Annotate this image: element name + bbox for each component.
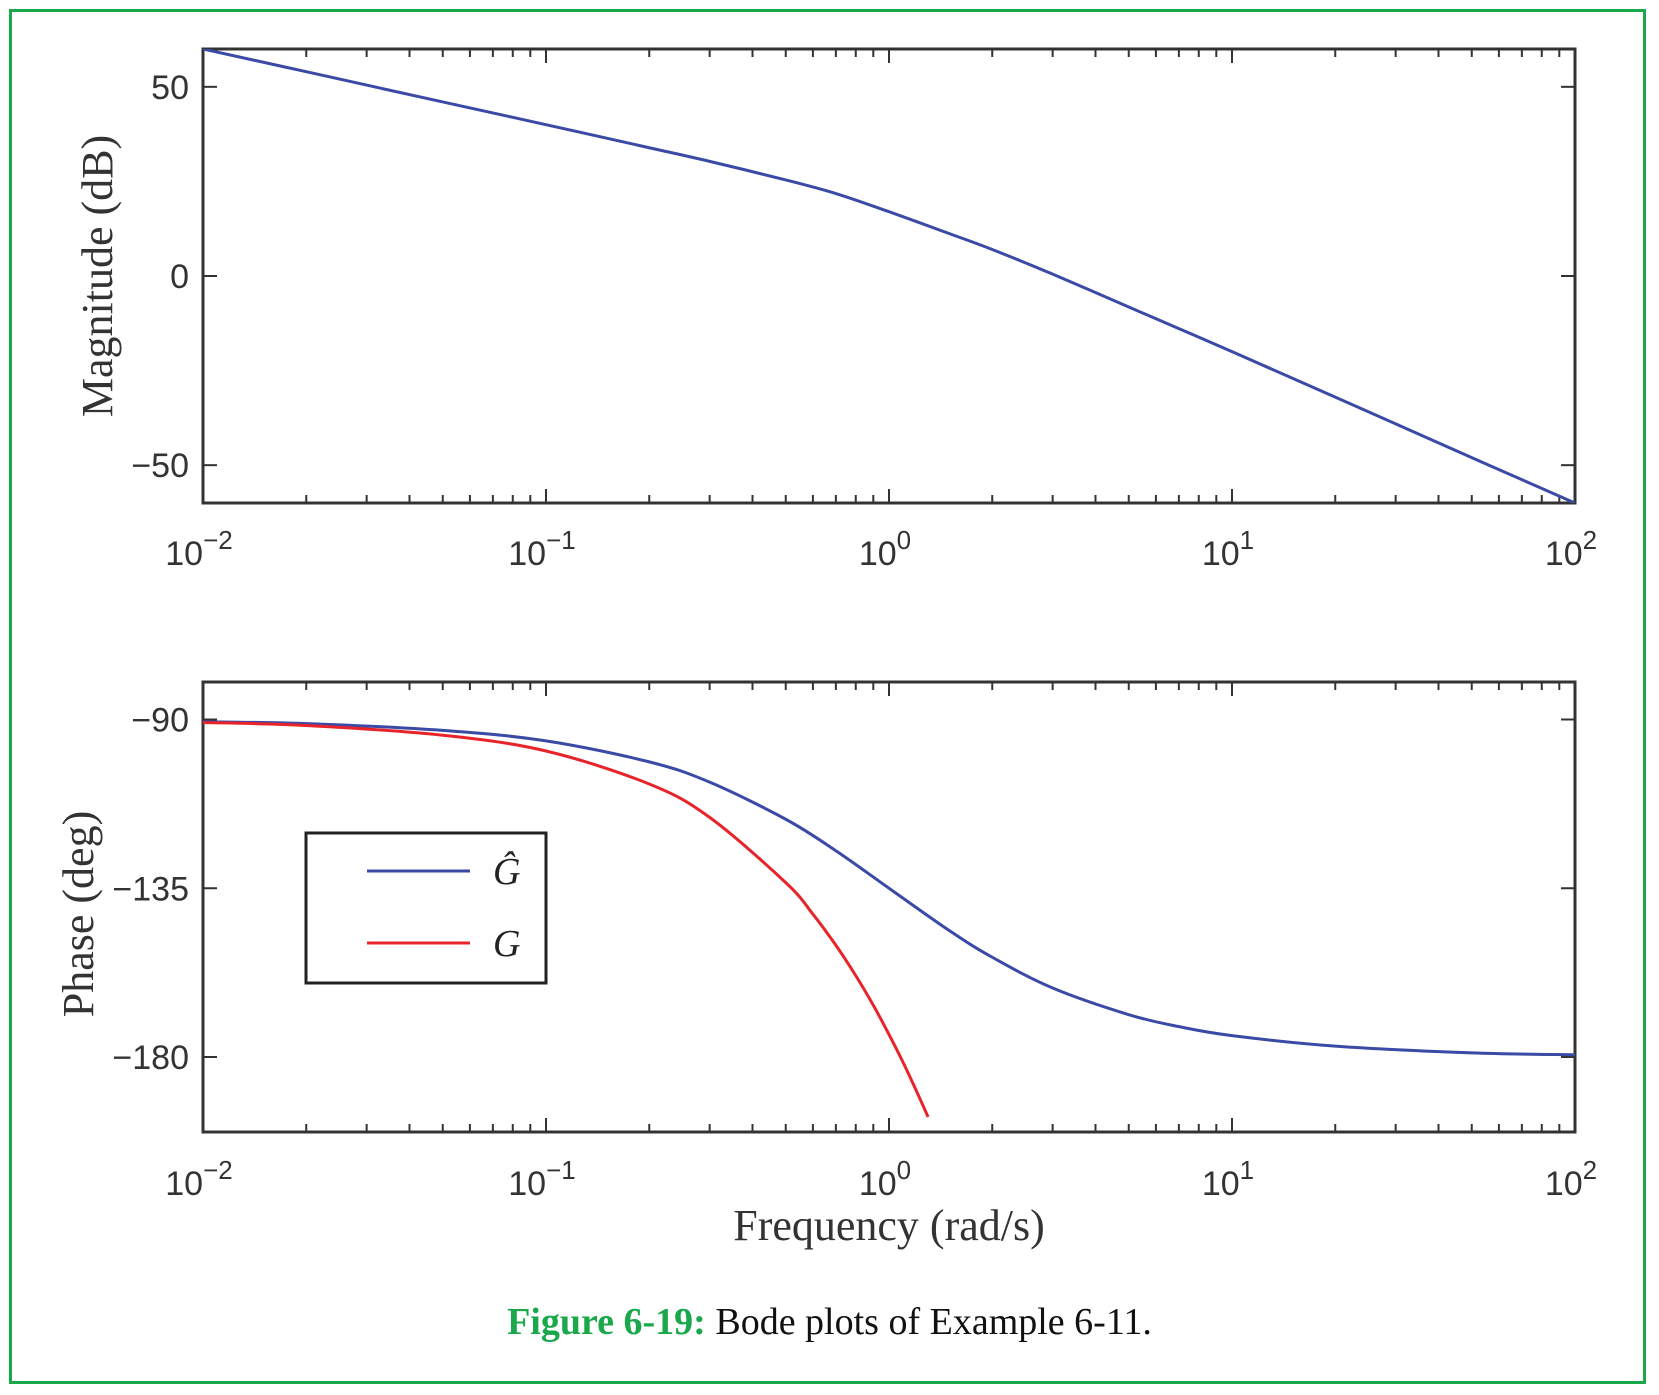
legend-label-ghat: Ĝ (493, 851, 520, 893)
caption-label: Figure 6-19: (507, 1301, 706, 1343)
x-tick-label: 101 (1202, 525, 1254, 573)
magnitude-series (203, 49, 1575, 503)
series-line-ghat (203, 720, 1575, 1057)
legend-box (304, 831, 548, 985)
x-tick-label: 10−2 (165, 525, 232, 573)
x-tick-label: 101 (1202, 1155, 1254, 1203)
phase-minor-ticks (305, 682, 1561, 1132)
y-tick-label: 50 (151, 69, 189, 107)
x-tick-label-base: 10 (859, 535, 897, 573)
magnitude-y-ticks: 50 0 −50 (131, 69, 1575, 485)
x-tick-label-exponent: −2 (203, 525, 233, 555)
x-tick-label: 102 (1545, 525, 1597, 573)
phase-panel: 10−2 10−1 100 101 102 −90−135−180 Phase (deg… (54, 680, 1597, 1250)
x-tick-label-base: 10 (165, 1165, 203, 1203)
x-tick-label: 10−2 (165, 1155, 232, 1203)
series-line-magnitude (203, 49, 1575, 503)
x-tick-label: 102 (1545, 1155, 1597, 1203)
x-tick-label-base: 10 (165, 535, 203, 573)
x-tick-label-base: 10 (1202, 535, 1240, 573)
x-axis-title: Frequency (rad/s) (733, 1201, 1045, 1250)
legend: Ĝ G (304, 831, 548, 985)
x-tick-label-base: 10 (859, 1165, 897, 1203)
magnitude-plot-area (201, 47, 1577, 505)
series-line-g (203, 721, 930, 1118)
x-tick-label-base: 10 (1545, 1165, 1583, 1203)
x-tick-label-exponent: 1 (1240, 1155, 1254, 1185)
phase-series (203, 720, 1575, 1118)
figure-caption: Figure 6-19: Bode plots of Example 6-11. (0, 1300, 1659, 1344)
x-tick-label-exponent: 0 (897, 525, 911, 555)
phase-y-axis-title: Phase (deg) (54, 811, 103, 1018)
x-tick-label-exponent: 2 (1583, 1155, 1597, 1185)
y-tick-label: −50 (131, 447, 189, 485)
x-tick-label-exponent: 0 (897, 1155, 911, 1185)
magnitude-y-axis-title: Magnitude (dB) (73, 135, 122, 417)
figure-frame (9, 9, 1646, 1384)
x-tick-label: 100 (859, 525, 911, 573)
x-tick-label: 10−1 (508, 1155, 575, 1203)
x-tick-label-base: 10 (508, 1165, 546, 1203)
magnitude-x-ticks: 10−2 10−1 100 101 102 (165, 49, 1597, 573)
y-tick-label: 0 (170, 258, 189, 296)
x-tick-label-base: 10 (1202, 1165, 1240, 1203)
x-tick-label-exponent: −1 (546, 525, 576, 555)
x-tick-label-exponent: 1 (1240, 525, 1254, 555)
x-tick-label-base: 10 (508, 535, 546, 573)
x-tick-label-exponent: 2 (1583, 525, 1597, 555)
x-tick-label: 10−1 (508, 525, 575, 573)
phase-y-ticks: −90 −135 −180 (112, 702, 1575, 1077)
x-tick-label-base: 10 (1545, 535, 1583, 573)
phase-x-ticks: 10−2 10−1 100 101 102 (165, 682, 1597, 1203)
caption-text: Bode plots of Example 6-11. (705, 1301, 1152, 1343)
x-tick-label: 100 (859, 1155, 911, 1203)
x-tick-label-exponent: −1 (546, 1155, 576, 1185)
magnitude-panel: 10−2 10−1 100 101 102 500−50 Magnitude (dB) (73, 47, 1597, 573)
y-tick-label: −180 (112, 1039, 189, 1077)
magnitude-minor-ticks (305, 49, 1561, 503)
legend-label-g: G (493, 923, 520, 965)
y-tick-label: −135 (112, 870, 189, 908)
x-tick-label-exponent: −2 (203, 1155, 233, 1185)
y-tick-label: −90 (131, 702, 189, 740)
